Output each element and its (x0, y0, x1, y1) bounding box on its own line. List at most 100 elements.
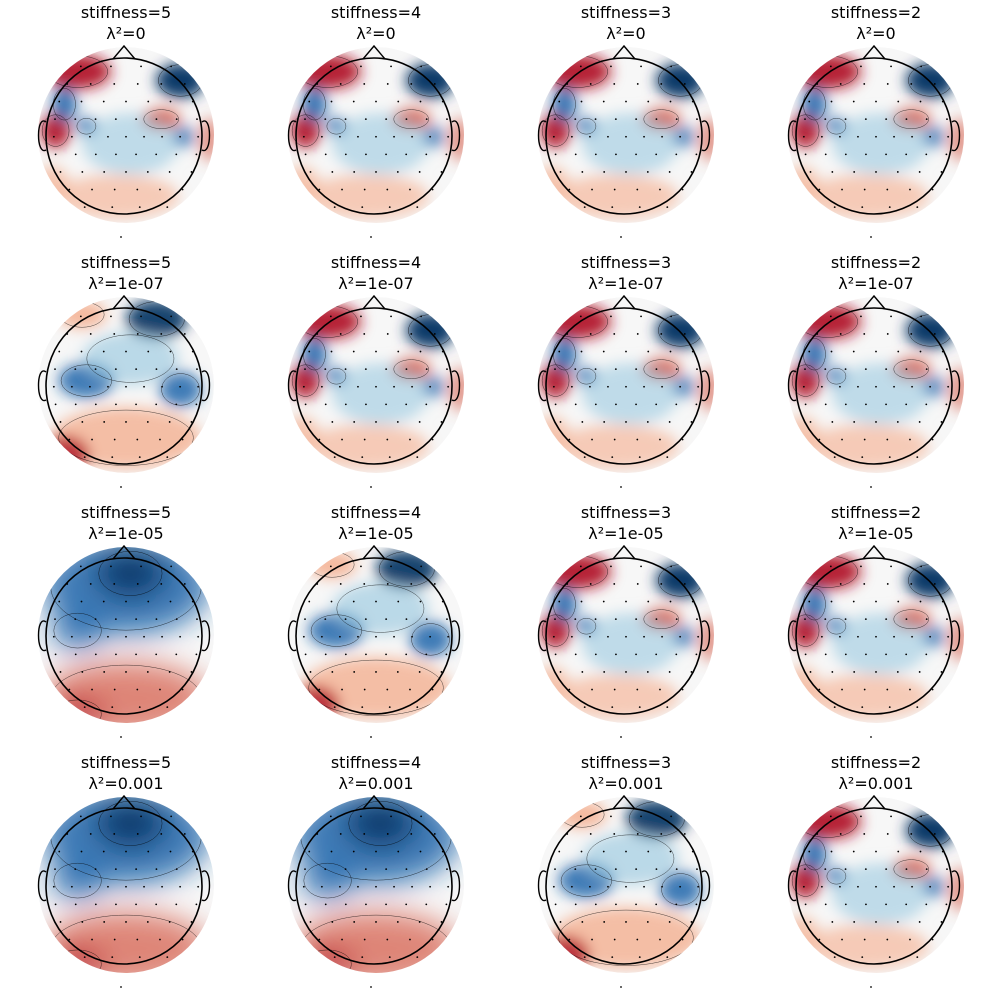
sensor-dot (853, 421, 856, 423)
sensor-dot (824, 903, 827, 906)
nose-outline (612, 544, 636, 560)
nose-outline (862, 44, 886, 60)
field-blob (552, 336, 577, 372)
sensor-dot (615, 903, 617, 906)
sensor-dot (102, 100, 105, 103)
sensor-dot (390, 315, 392, 318)
sensor-dot (860, 565, 862, 568)
sensor-dot (830, 350, 833, 353)
sensor-dot (636, 688, 639, 691)
field-blob (790, 113, 821, 149)
sensor-dot (666, 956, 669, 959)
sensor-dot (875, 850, 877, 853)
right-ear-outline (701, 370, 711, 402)
sensor-dot (636, 333, 639, 335)
sensor-dot (655, 368, 658, 371)
sensor-dot (143, 635, 145, 638)
sensor-dot (579, 565, 582, 568)
sensor-dot (146, 921, 149, 923)
sensor-dot (885, 903, 887, 906)
sensor-dot (646, 421, 649, 423)
sensor-dot (941, 600, 944, 603)
sensor-dot (675, 903, 678, 906)
contour-line (643, 109, 679, 129)
sensor-dot (670, 65, 673, 68)
sensor-dot (580, 600, 583, 603)
sensor-dot (361, 956, 364, 959)
sensor-dot (302, 635, 305, 638)
sensor-dot (947, 385, 950, 388)
sensor-dot (870, 486, 872, 488)
sensor-dot (81, 921, 84, 923)
sensor-dot (125, 385, 127, 388)
head-outline (45, 57, 203, 215)
sensor-dot (910, 833, 913, 835)
sensor-dot (947, 135, 950, 138)
sensor-dot (839, 583, 842, 585)
sensor-dot (941, 850, 944, 853)
sensor-dot (375, 671, 377, 673)
sensor-dot (309, 921, 312, 923)
sensor-dot (429, 385, 432, 388)
sensor-dot (860, 815, 862, 818)
sensor-dot (863, 188, 866, 191)
sensor-dot (375, 600, 377, 603)
panels-layer: stiffness=5λ²=0stiffness=4λ²=0stiffness=… (37, 3, 964, 988)
sensor-dot (70, 635, 73, 638)
sensor-dot (107, 135, 109, 138)
left-ear-outline (37, 120, 47, 152)
sensor-dot (607, 135, 609, 138)
head-outline (295, 557, 453, 715)
sensor-layer (552, 815, 700, 988)
sensor-dot (679, 635, 682, 638)
sensor-dot (70, 885, 73, 888)
field-blob (582, 613, 679, 675)
sensor-dot (675, 153, 678, 156)
panel-title-stiffness: stiffness=4 (331, 3, 421, 22)
sensor-dot (91, 188, 93, 191)
sensor-dot (170, 65, 173, 68)
sensor-dot (925, 153, 928, 156)
sensor-dot (344, 618, 347, 621)
left-ear-outline (537, 620, 547, 652)
sensor-dot (844, 118, 847, 121)
sensor-dot (431, 688, 434, 691)
sensor-dot (370, 986, 372, 988)
sensor-dot (386, 438, 389, 441)
sensor-dot (890, 315, 892, 318)
field-blob (81, 332, 179, 385)
topomap-panel: stiffness=3 λ²=1e-07 (537, 253, 714, 488)
sensor-dot (660, 83, 663, 85)
sensor-dot (818, 938, 821, 941)
contour-line (303, 862, 352, 899)
sensor-dot (197, 885, 200, 888)
sensor-dot (59, 171, 62, 173)
contour-line (411, 623, 450, 656)
sensor-dot (824, 868, 827, 871)
sensor-dot (196, 118, 198, 121)
sensor-dot (839, 385, 841, 388)
panel-title-lambda: λ²=0.001 (838, 774, 913, 793)
sensor-dot (875, 885, 877, 888)
panel-title-stiffness: stiffness=5 (81, 503, 171, 522)
sensor-dot (168, 671, 171, 673)
sensor-dot (103, 171, 106, 173)
sensor-dot (385, 368, 388, 371)
sensor-dot (375, 135, 377, 138)
sensor-dot (324, 903, 327, 906)
sensor-dot (397, 350, 400, 353)
sensor-dot (175, 868, 178, 871)
sensor-dot (420, 65, 423, 68)
sensor-dot (816, 333, 819, 335)
sensor-dot (70, 385, 73, 388)
sensor-dot (929, 635, 932, 638)
sensor-dot (659, 688, 661, 691)
sensor-dot (111, 206, 114, 209)
sensor-dot (175, 618, 178, 621)
field-blob (44, 54, 112, 90)
sensor-dot (589, 385, 591, 388)
sensor-dot (829, 315, 832, 318)
sensor-dot (74, 403, 77, 406)
sensor-dot (594, 403, 597, 406)
sensor-dot (385, 868, 388, 871)
